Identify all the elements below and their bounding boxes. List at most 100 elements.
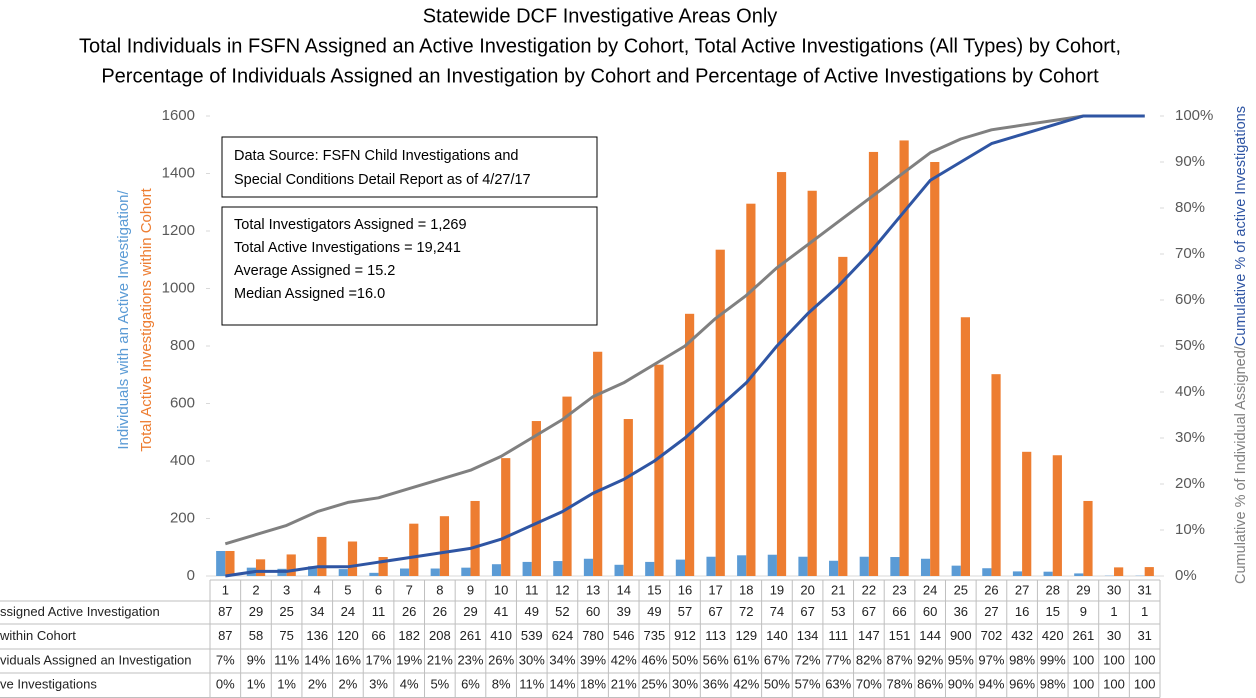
table-value: 67 <box>800 604 814 619</box>
x-tick-label: 14 <box>616 582 630 597</box>
x-tick-label: 5 <box>344 582 351 597</box>
table-value: 39% <box>580 652 606 667</box>
bar <box>255 559 266 576</box>
y-axis-label: Total Active Investigations within Cohor… <box>138 187 155 451</box>
annotation-box <box>221 136 598 198</box>
annotation: Total Investigators Assigned = 1,269 <box>234 217 467 233</box>
bar <box>501 458 511 576</box>
table-value: 78% <box>887 677 913 692</box>
table-value: 420 <box>1042 628 1064 643</box>
table-value: 15 <box>1046 604 1060 619</box>
x-tick-label: 25 <box>954 582 968 597</box>
y2-tick-label: 40% <box>1175 383 1205 400</box>
table-value: 63% <box>825 677 851 692</box>
bar <box>378 557 388 576</box>
table-value: 11 <box>372 604 386 619</box>
y-tick-label: 1000 <box>162 279 195 296</box>
table-value: 30 <box>1107 628 1121 643</box>
table-value: 67% <box>764 652 790 667</box>
table-value: 98% <box>1040 677 1066 692</box>
bar <box>461 567 471 576</box>
y2-tick-label: 10% <box>1175 521 1205 538</box>
table-value: 1% <box>247 677 266 692</box>
bar <box>1043 571 1053 576</box>
bar <box>1012 571 1023 576</box>
table-value: 92% <box>917 652 943 667</box>
x-tick-label: 21 <box>831 582 845 597</box>
bar <box>991 374 1001 576</box>
x-tick-label: 16 <box>678 582 692 597</box>
table-value: 67 <box>708 604 722 619</box>
table-value: 39 <box>616 604 630 619</box>
table-value: 98% <box>1009 652 1035 667</box>
table-value: 2% <box>308 677 327 692</box>
table-value: 26% <box>488 652 514 667</box>
table-value: 182 <box>398 628 420 643</box>
y-tick-label: 1600 <box>162 107 195 124</box>
table-value: 52 <box>555 604 569 619</box>
legend-label: viduals Assigned an Investigation <box>0 652 192 667</box>
legend-label: ssigned Active Investigation <box>0 604 160 619</box>
bar <box>982 568 992 576</box>
x-tick-label: 17 <box>708 582 722 597</box>
x-tick-label: 20 <box>800 582 814 597</box>
annotation: Total Active Investigations = 19,241 <box>234 240 461 256</box>
table-value: 111 <box>828 628 848 643</box>
table-value: 5% <box>430 677 449 692</box>
table-value: 29 <box>463 604 477 619</box>
annotation: Average Assigned = 15.2 <box>234 263 395 279</box>
table-value: 74 <box>770 604 784 619</box>
bar <box>715 249 725 576</box>
table-value: 7% <box>216 652 235 667</box>
table-value: 26 <box>402 604 416 619</box>
table-value: 18% <box>580 677 606 692</box>
bar <box>706 556 716 576</box>
x-tick-label: 15 <box>647 582 661 597</box>
table-value: 21% <box>611 677 637 692</box>
table-value: 58 <box>249 628 263 643</box>
x-tick-label: 23 <box>892 582 906 597</box>
bar <box>1074 573 1084 576</box>
x-tick-label: 11 <box>525 582 539 597</box>
table-value: 4% <box>400 677 419 692</box>
table-value: 25% <box>641 677 667 692</box>
bar <box>1083 500 1093 576</box>
legend-label: ve Investigations <box>0 677 97 692</box>
y2-axis-label-part: Cumulative % of Individual Assigned/ <box>1233 345 1249 584</box>
table-value: 26 <box>433 604 447 619</box>
table-value: 1 <box>1141 604 1148 619</box>
y2-tick-label: 60% <box>1175 291 1205 308</box>
table-value: 72% <box>795 652 821 667</box>
x-tick-label: 22 <box>862 582 876 597</box>
bar <box>317 536 327 576</box>
table-value: 702 <box>981 628 1003 643</box>
bar <box>531 421 541 576</box>
table-value: 19% <box>396 652 422 667</box>
table-value: 82% <box>856 652 882 667</box>
table-value: 134 <box>797 628 819 643</box>
table-value: 261 <box>1073 628 1095 643</box>
bar <box>225 550 235 576</box>
table-value: 87 <box>218 604 232 619</box>
table-value: 100 <box>1103 677 1125 692</box>
bar <box>614 564 624 576</box>
table-value: 17% <box>366 652 392 667</box>
table-value: 11% <box>274 652 299 667</box>
table-value: 900 <box>950 628 972 643</box>
table-value: 1 <box>1110 604 1117 619</box>
table-value: 261 <box>460 628 482 643</box>
table-value: 23% <box>457 652 483 667</box>
bar <box>439 516 450 576</box>
table-value: 34% <box>549 652 575 667</box>
y-tick-label: 1400 <box>162 164 195 181</box>
x-tick-label: 24 <box>923 582 937 597</box>
chart-subtitle: Percentage of Individuals Assigned an In… <box>101 65 1099 87</box>
table-value: 66 <box>371 628 385 643</box>
bar <box>890 557 900 576</box>
table-value: 2% <box>339 677 358 692</box>
table-value: 912 <box>674 628 696 643</box>
bar <box>767 554 777 576</box>
table-value: 57 <box>678 604 692 619</box>
table-value: 1% <box>277 677 296 692</box>
bar <box>675 559 685 576</box>
